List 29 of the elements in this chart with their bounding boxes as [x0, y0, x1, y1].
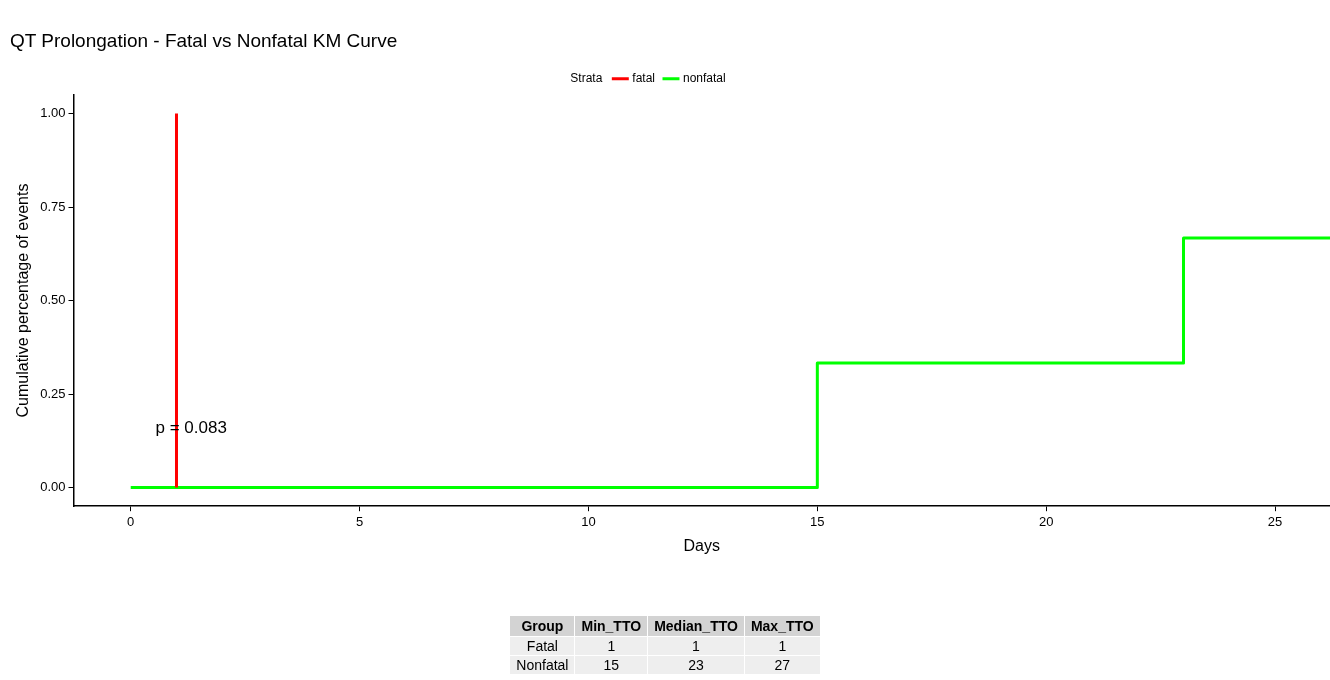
category-label: Min_TTO: [574, 615, 648, 637]
chart-title: QT Prolongation - Fatal vs Nonfatal KM Curve: [10, 29, 398, 51]
text: 1: [778, 638, 787, 654]
legend-title: Strata: [570, 71, 603, 86]
text: 15: [603, 657, 620, 673]
y-tick-label: 0.75: [40, 198, 66, 214]
category-label: Fatal: [526, 638, 558, 654]
y-tick-label: 0.50: [40, 292, 66, 308]
y-axis-title: Cumulative percentage of events: [14, 183, 32, 418]
text: 23: [688, 657, 704, 673]
text: 27: [774, 657, 791, 673]
x-axis-title: Days: [683, 536, 720, 554]
category-label: Nonfatal: [516, 657, 569, 673]
y-tick-label: 0.00: [40, 479, 66, 495]
category-label: Median_TTO: [647, 615, 745, 637]
category-label: Max_TTO: [744, 615, 821, 637]
x-tick-label: 20: [1038, 513, 1054, 529]
x-tick-label: 15: [810, 513, 825, 529]
x-tick-label: 0: [127, 513, 135, 529]
text: 1: [607, 638, 616, 654]
y-tick-label: 0.25: [40, 385, 66, 401]
legend-label: fatal: [632, 71, 655, 86]
x-tick-label: 5: [355, 513, 364, 529]
text: Group: [509, 615, 575, 637]
x-tick-label: 10: [581, 513, 596, 529]
text: 1: [692, 638, 700, 654]
x-tick-label: 25: [1267, 513, 1283, 529]
y-tick-label: 1.00: [40, 105, 66, 121]
legend-label: nonfatal: [682, 71, 726, 86]
